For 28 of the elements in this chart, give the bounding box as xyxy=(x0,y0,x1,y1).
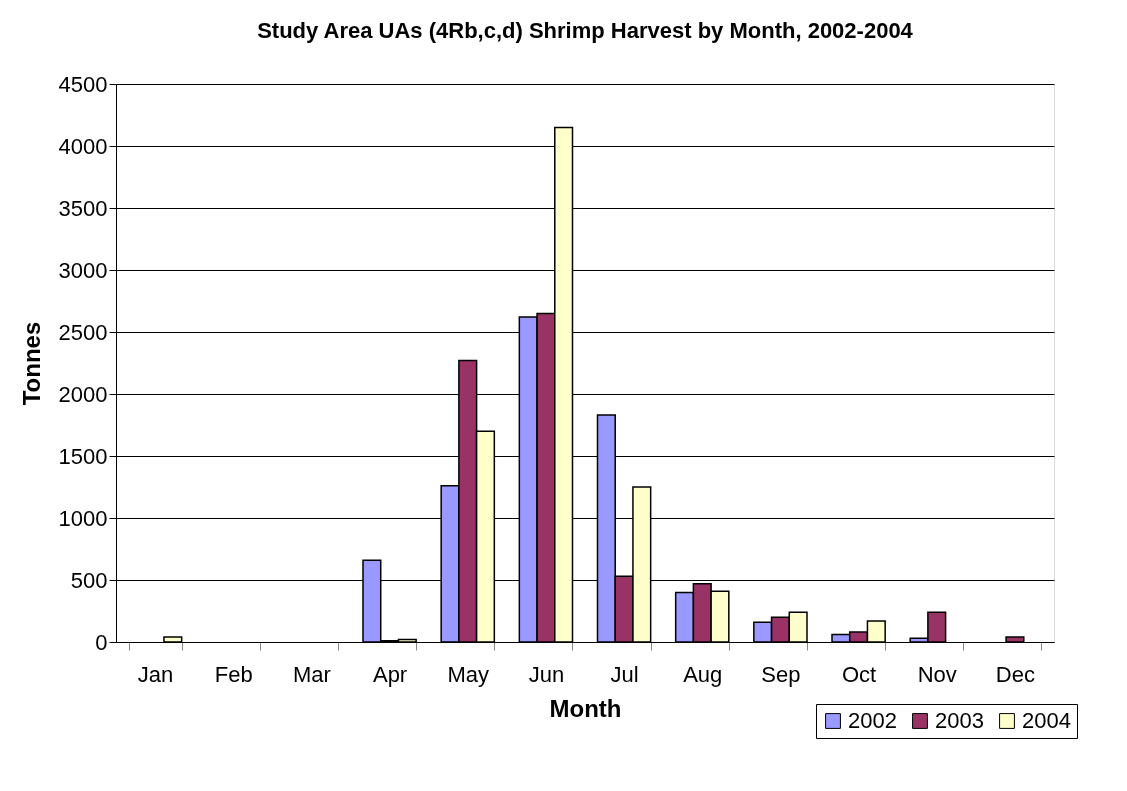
x-tick-label: Sep xyxy=(761,661,801,687)
y-tick-label: 3000 xyxy=(58,257,108,283)
x-tick-label: Aug xyxy=(683,661,723,687)
legend-label: 2002 xyxy=(848,708,897,733)
x-tick-label: Oct xyxy=(841,661,877,687)
chart-title: Study Area UAs (4Rb,c,d) Shrimp Harvest by Month, 2002-2004 xyxy=(257,18,914,43)
legend-label: 2003 xyxy=(935,708,984,733)
y-axis-title: Tonnes xyxy=(17,321,45,406)
y-tick-label: 1500 xyxy=(58,443,108,469)
x-tick-label: Jul xyxy=(610,661,639,687)
x-tick-label: May xyxy=(447,661,490,687)
y-tick-label: 3500 xyxy=(58,195,108,221)
y-tick-label: 0 xyxy=(95,629,108,655)
y-tick-label: 4500 xyxy=(58,71,108,97)
x-tick-label: Mar xyxy=(292,661,331,687)
x-tick-label: Dec xyxy=(995,661,1035,687)
x-tick-label: Apr xyxy=(372,661,408,687)
x-tick-label: Jun xyxy=(528,661,565,687)
y-tick-label: 500 xyxy=(70,567,108,593)
y-tick-label: 1000 xyxy=(58,505,108,531)
x-tick-label: Feb xyxy=(214,661,253,687)
legend-label: 2004 xyxy=(1022,708,1071,733)
y-tick-label: 4000 xyxy=(58,133,108,159)
x-tick-label: Jan xyxy=(137,661,174,687)
x-axis-title: Month xyxy=(549,694,622,722)
y-tick-label: 2000 xyxy=(58,381,108,407)
x-tick-label: Nov xyxy=(917,661,957,687)
y-tick-label: 2500 xyxy=(58,319,108,345)
